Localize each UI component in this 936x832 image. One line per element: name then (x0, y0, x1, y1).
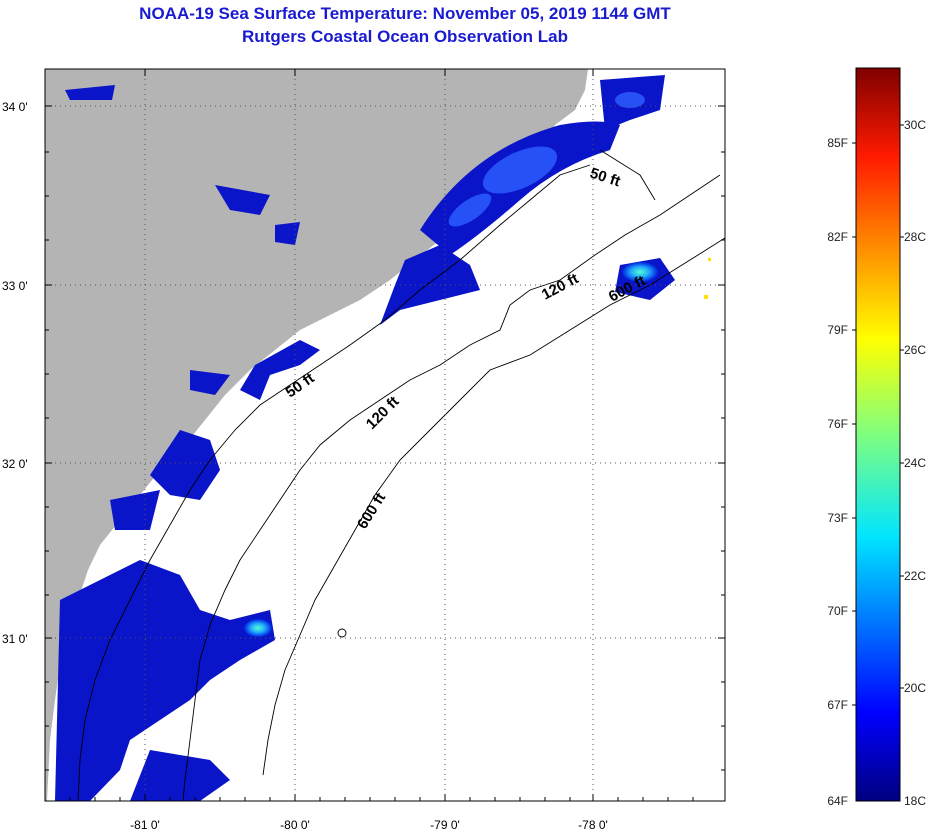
colorbar-f-label: 70F (827, 604, 848, 618)
lon-label: -81 0' (130, 818, 160, 832)
colorbar-f-label: 85F (827, 136, 848, 150)
lon-label: -80 0' (280, 818, 310, 832)
colorbar-c-label: 20C (904, 681, 926, 695)
contour-50ft-line (77, 149, 656, 801)
colorbar-c-label: 24C (904, 456, 926, 470)
colorbar-c-label: 26C (904, 343, 926, 357)
map-subtitle: Rutgers Coastal Ocean Observation Lab (242, 27, 568, 46)
colorbar-c-labels: 30C 28C 26C 24C 22C 20C 18C (904, 118, 926, 808)
colorbar-f-label: 79F (827, 323, 848, 337)
colorbar-f-label: 76F (827, 417, 848, 431)
sst-warm-spot (244, 619, 272, 637)
colorbar-f-label: 64F (827, 794, 848, 808)
colorbar-f-label: 67F (827, 698, 848, 712)
lat-label: 34 0' (2, 100, 28, 114)
land-mass (45, 69, 588, 801)
colorbar-c-label: 28C (904, 230, 926, 244)
lon-label: -79 0' (430, 818, 460, 832)
map-frame (44, 68, 726, 802)
colorbar-ticks (852, 124, 904, 706)
contour-120ft-line (182, 174, 721, 801)
colorbar-c-label: 30C (904, 118, 926, 132)
lat-label: 31 0' (2, 632, 28, 646)
colorbar-f-label: 73F (827, 511, 848, 525)
map-title: NOAA-19 Sea Surface Temperature: Novembe… (139, 4, 671, 23)
contour-600ft-line (262, 237, 725, 776)
colorbar-c-label: 18C (904, 794, 926, 808)
colorbar-c-label: 22C (904, 569, 926, 583)
axis-ticks (45, 69, 725, 801)
graticule (45, 69, 725, 801)
sst-warm-spot (622, 262, 658, 282)
lat-label: 33 0' (2, 279, 28, 293)
lon-label: -78 0' (578, 818, 608, 832)
lat-label: 32 0' (2, 457, 28, 471)
sst-speckle (448, 92, 645, 227)
colorbar-f-label: 82F (827, 230, 848, 244)
colorbar (855, 67, 901, 802)
sst-warm-pixels (704, 258, 711, 299)
depth-contours (77, 149, 725, 801)
colorbar-f-labels: 85F 82F 79F 76F 73F 70F 67F 64F (827, 136, 848, 808)
